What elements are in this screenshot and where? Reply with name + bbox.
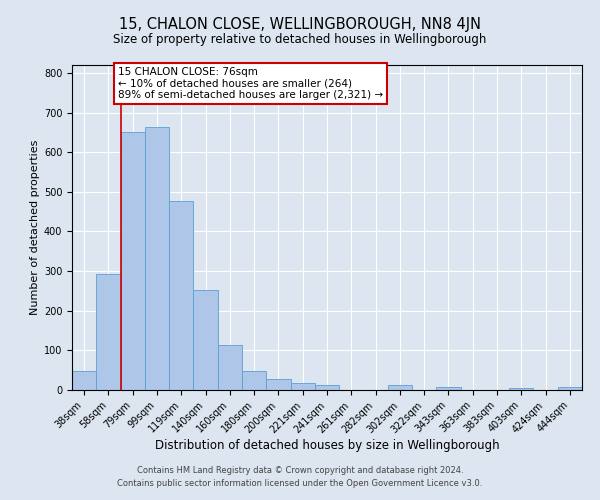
Bar xyxy=(315,385,339,390)
Bar xyxy=(121,132,145,390)
Bar xyxy=(388,385,412,390)
Bar xyxy=(558,387,582,390)
Bar xyxy=(266,379,290,390)
Bar xyxy=(290,384,315,390)
Text: Contains HM Land Registry data © Crown copyright and database right 2024.
Contai: Contains HM Land Registry data © Crown c… xyxy=(118,466,482,487)
Text: Size of property relative to detached houses in Wellingborough: Size of property relative to detached ho… xyxy=(113,32,487,46)
Bar xyxy=(145,127,169,390)
Text: 15, CHALON CLOSE, WELLINGBOROUGH, NN8 4JN: 15, CHALON CLOSE, WELLINGBOROUGH, NN8 4J… xyxy=(119,18,481,32)
Text: 15 CHALON CLOSE: 76sqm
← 10% of detached houses are smaller (264)
89% of semi-de: 15 CHALON CLOSE: 76sqm ← 10% of detached… xyxy=(118,67,383,100)
Bar xyxy=(72,372,96,390)
Y-axis label: Number of detached properties: Number of detached properties xyxy=(29,140,40,315)
Bar xyxy=(509,388,533,390)
Bar xyxy=(193,290,218,390)
Bar xyxy=(436,387,461,390)
Bar xyxy=(169,201,193,390)
Bar xyxy=(96,274,121,390)
X-axis label: Distribution of detached houses by size in Wellingborough: Distribution of detached houses by size … xyxy=(155,439,499,452)
Bar xyxy=(242,371,266,390)
Bar xyxy=(218,345,242,390)
